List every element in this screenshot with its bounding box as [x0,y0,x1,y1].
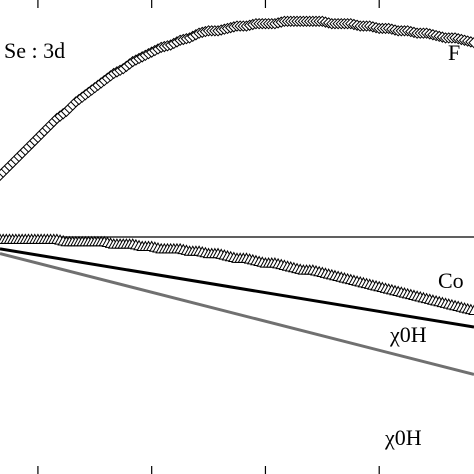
diamond-point-150 [468,36,474,49]
label-right-line1: χ0H [389,322,427,347]
series-layer [0,15,474,376]
triangle-point-150 [468,304,474,315]
label-right-mid: Co [438,268,464,293]
series-line-2 [0,247,474,329]
corner-annotation: Se : 3d [4,38,65,63]
label-right-line2: χ0H [384,425,422,450]
series-line-3 [0,252,474,376]
label-right-top: F [448,40,460,65]
